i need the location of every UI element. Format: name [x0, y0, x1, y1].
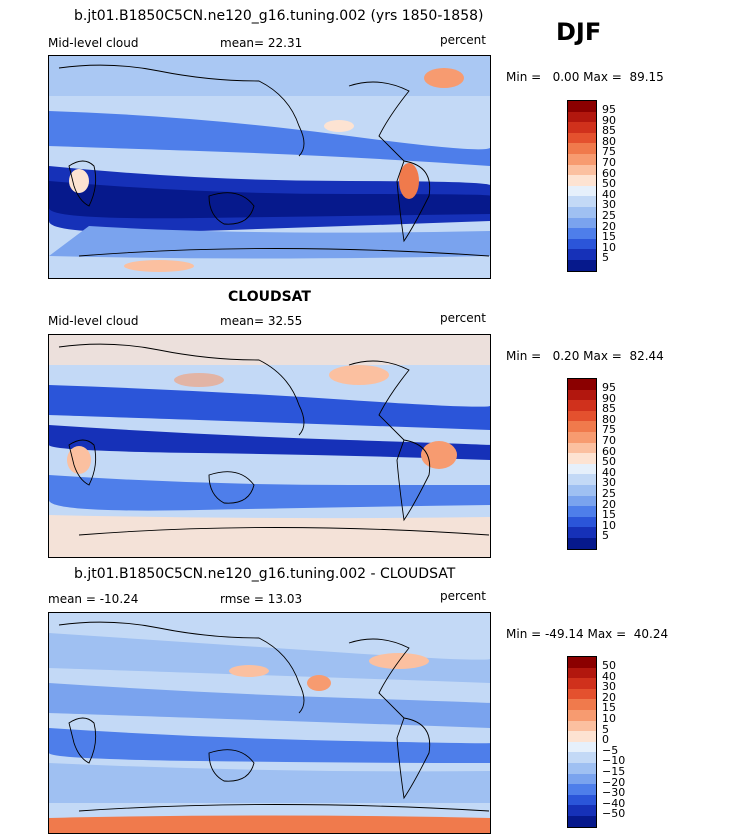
- panel3-mean: mean = -10.24: [48, 592, 139, 606]
- tick: 25: [602, 486, 616, 500]
- panel2-title: CLOUDSAT: [228, 289, 311, 305]
- tick: 20: [602, 690, 616, 704]
- tick: −15: [602, 764, 626, 778]
- tick: 50: [602, 659, 616, 672]
- tick: −30: [602, 786, 626, 800]
- tick: −5: [602, 743, 619, 757]
- panel3-map-svg: [49, 613, 490, 833]
- tick: 5: [602, 251, 609, 265]
- tick: 10: [602, 711, 616, 725]
- season-label: DJF: [556, 18, 602, 46]
- tick: 40: [602, 465, 616, 479]
- panel1-mean: mean= 22.31: [220, 36, 303, 50]
- panel3-colorbar: [567, 656, 597, 828]
- panel1-map: [48, 55, 491, 279]
- tick: 20: [602, 219, 616, 233]
- tick: 40: [602, 669, 616, 683]
- tick: 70: [602, 155, 616, 169]
- panel1-left-label: Mid-level cloud: [48, 36, 139, 50]
- tick: 75: [602, 423, 616, 437]
- tick: 85: [602, 124, 616, 138]
- panel2-map: [48, 334, 491, 558]
- tick: 20: [602, 497, 616, 511]
- panel1-minmax: Min = 0.00 Max = 89.15: [506, 70, 664, 84]
- panel1-map-svg: [49, 56, 490, 278]
- tick: 15: [602, 701, 616, 715]
- tick: 75: [602, 145, 616, 159]
- panel3-units: percent: [440, 589, 486, 603]
- tick: 90: [602, 113, 616, 127]
- tick: −10: [602, 754, 626, 768]
- tick: 30: [602, 476, 616, 490]
- panel2-left-label: Mid-level cloud: [48, 314, 139, 328]
- panel2-colorbar-ticks: 95 90 85 80 75 70 60 50 40 30 25 20 15 10 5: [602, 381, 616, 543]
- tick: 95: [602, 381, 616, 394]
- panel3-map: [48, 612, 491, 834]
- tick: 85: [602, 402, 616, 416]
- tick: 30: [602, 680, 616, 694]
- tick: 25: [602, 208, 616, 222]
- panel1-colorbar: [567, 100, 597, 272]
- tick: 5: [602, 722, 609, 736]
- tick: 50: [602, 455, 616, 469]
- panel2-units: percent: [440, 311, 486, 325]
- panel3-minmax: Min = -49.14 Max = 40.24: [506, 627, 669, 641]
- tick: 30: [602, 198, 616, 212]
- tick: −50: [602, 807, 626, 821]
- tick: 60: [602, 166, 616, 180]
- panel3-title: b.jt01.B1850C5CN.ne120_g16.tuning.002 - …: [74, 566, 456, 582]
- tick: −20: [602, 775, 626, 789]
- tick: 90: [602, 391, 616, 405]
- tick: −40: [602, 796, 626, 810]
- tick: 40: [602, 187, 616, 201]
- tick: 15: [602, 508, 616, 522]
- panel2-mean: mean= 32.55: [220, 314, 303, 328]
- tick: 10: [602, 518, 616, 532]
- tick: 5: [602, 529, 609, 543]
- tick: 50: [602, 177, 616, 191]
- tick: 95: [602, 103, 616, 116]
- tick: 80: [602, 134, 616, 148]
- tick: 10: [602, 240, 616, 254]
- tick: 80: [602, 412, 616, 426]
- tick: 70: [602, 433, 616, 447]
- tick: 0: [602, 733, 609, 747]
- panel3-rmse: rmse = 13.03: [220, 592, 303, 606]
- panel2-colorbar: [567, 378, 597, 550]
- panel1-colorbar-ticks: 95 90 85 80 75 70 60 50 40 30 25 20 15 10 5: [602, 103, 616, 265]
- panel1-units: percent: [440, 33, 486, 47]
- panel2-minmax: Min = 0.20 Max = 82.44: [506, 349, 664, 363]
- panel1-title: b.jt01.B1850C5CN.ne120_g16.tuning.002 (y…: [74, 8, 484, 24]
- tick: 15: [602, 230, 616, 244]
- panel2-map-svg: [49, 335, 490, 557]
- tick: 60: [602, 444, 616, 458]
